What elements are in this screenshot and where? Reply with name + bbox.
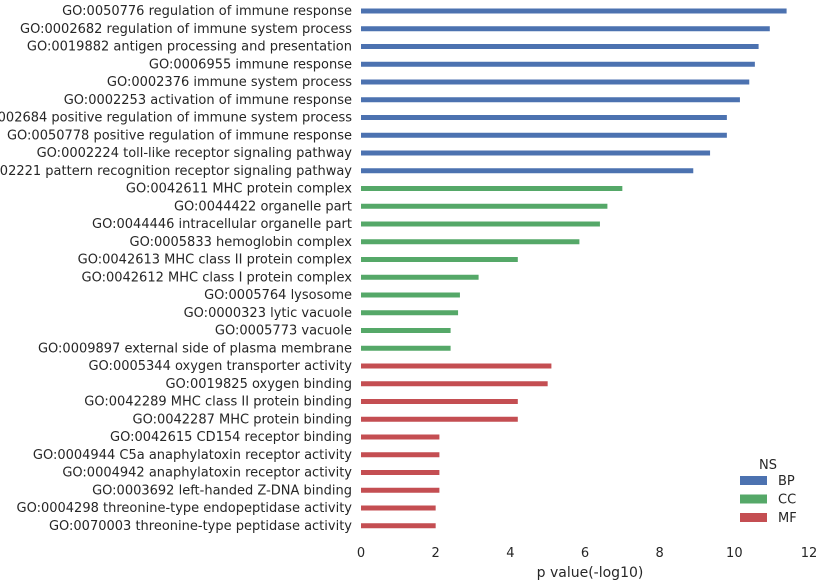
- bar-cc: [361, 186, 623, 191]
- bar-bp: [361, 61, 755, 67]
- category-label: GO:0004944 C5a anaphylatoxin receptor ac…: [33, 448, 352, 463]
- x-tick-label: 10: [726, 546, 743, 561]
- x-axis-title: p value(-log10): [537, 565, 644, 581]
- category-label: GO:0002253 activation of immune response: [64, 93, 352, 108]
- bar-mf: [361, 416, 518, 422]
- bar-bp: [361, 44, 759, 49]
- x-tick-label: 2: [432, 546, 440, 561]
- category-label: GO:0002682 regulation of immune system p…: [20, 22, 352, 37]
- bar-cc: [361, 203, 608, 209]
- legend-swatch-mf: [740, 513, 767, 522]
- category-label: GO:0000323 lytic vacuole: [184, 306, 352, 321]
- category-label: GO:0042613 MHC class II protein complex: [78, 253, 353, 268]
- category-label: GO:0050776 regulation of immune response: [62, 4, 352, 19]
- category-label: GO:0002224 toll-like receptor signaling …: [37, 146, 353, 161]
- bar-mf: [361, 523, 436, 529]
- x-tick-label: 0: [357, 546, 365, 561]
- legend: NS BP CC MF: [740, 458, 797, 526]
- bars-group: [361, 8, 787, 529]
- bar-cc: [361, 257, 518, 262]
- bar-bp: [361, 26, 770, 32]
- category-label: GO:0019882 antigen processing and presen…: [27, 40, 352, 55]
- category-label: GO:0050778 positive regulation of immune…: [7, 128, 352, 143]
- bar-bp: [361, 168, 694, 174]
- x-tick-label: 12: [801, 546, 818, 561]
- category-label: GO:0002221 pattern recognition receptor …: [0, 164, 352, 179]
- category-label: GO:0005764 lysosome: [204, 288, 352, 303]
- bar-bp: [361, 79, 750, 85]
- category-label: GO:0042289 MHC class II protein binding: [84, 395, 352, 410]
- bar-cc: [361, 328, 451, 333]
- category-label: GO:0042615 CD154 receptor binding: [110, 430, 352, 445]
- bar-cc: [361, 239, 580, 245]
- legend-label-mf: MF: [778, 511, 797, 526]
- bar-bp: [361, 8, 787, 14]
- category-label: GO:0042612 MHC class I protein complex: [82, 270, 353, 285]
- x-axis-ticks: 0 2 4 6 8 10 12: [357, 546, 817, 561]
- bar-mf: [361, 399, 518, 404]
- x-tick-label: 8: [656, 546, 664, 561]
- bar-bp: [361, 150, 711, 156]
- legend-entries: BP CC MF: [740, 474, 797, 526]
- category-label: GO:0009897 external side of plasma membr…: [38, 341, 352, 356]
- bar-cc: [361, 274, 479, 280]
- category-label: GO:0044446 intracellular organelle part: [92, 217, 352, 232]
- bar-bp: [361, 115, 727, 120]
- x-tick-label: 4: [506, 546, 514, 561]
- bar-bp: [361, 97, 740, 103]
- category-label: GO:0044422 organelle part: [174, 199, 352, 214]
- category-label: GO:0003692 left-handed Z-DNA binding: [92, 483, 352, 498]
- bar-mf: [361, 505, 436, 511]
- x-tick-label: 6: [581, 546, 589, 561]
- bar-mf: [361, 363, 552, 369]
- category-label: GO:0070003 threonine-type peptidase acti…: [49, 519, 352, 534]
- category-label: GO:0005773 vacuole: [215, 324, 352, 339]
- bar-mf: [361, 452, 440, 458]
- category-label: GO:0005344 oxygen transporter activity: [88, 359, 352, 374]
- category-label: GO:0019825 oxygen binding: [165, 377, 352, 392]
- legend-swatch-bp: [740, 476, 767, 485]
- category-labels: GO:0050776 regulation of immune response…: [0, 4, 352, 534]
- bar-mf: [361, 470, 440, 475]
- bar-cc: [361, 345, 451, 351]
- category-label: GO:0005833 hemoglobin complex: [130, 235, 353, 250]
- category-label: GO:0006955 immune response: [149, 57, 352, 72]
- category-label: GO:0042287 MHC protein binding: [133, 412, 353, 427]
- category-label: GO:0002376 immune system process: [107, 75, 352, 90]
- category-label: GO:0002684 positive regulation of immune…: [0, 111, 352, 126]
- legend-label-cc: CC: [778, 493, 796, 508]
- bar-mf: [361, 381, 548, 387]
- legend-title: NS: [759, 458, 777, 473]
- bar-mf: [361, 434, 440, 440]
- legend-label-bp: BP: [778, 474, 795, 489]
- bar-mf: [361, 487, 440, 493]
- category-label: GO:0004942 anaphylatoxin receptor activi…: [62, 466, 352, 481]
- category-label: GO:0004298 threonine-type endopeptidase …: [17, 501, 353, 516]
- bar-cc: [361, 292, 460, 298]
- bar-cc: [361, 221, 600, 227]
- legend-swatch-cc: [740, 494, 767, 504]
- bar-cc: [361, 310, 459, 316]
- category-label: GO:0042611 MHC protein complex: [126, 182, 352, 197]
- bar-bp: [361, 132, 727, 138]
